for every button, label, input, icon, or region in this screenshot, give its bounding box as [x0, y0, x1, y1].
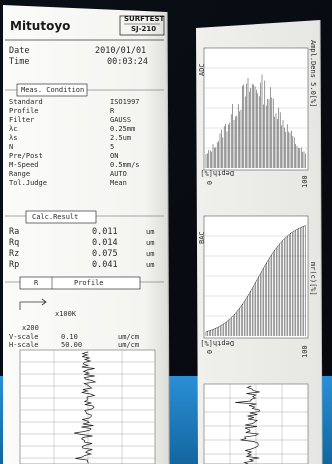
time-value: 00:03:24 [107, 57, 148, 67]
hscale-value: 50.00 [61, 341, 83, 349]
brand-logo: Mitutoyo [10, 19, 71, 33]
condition-value: 5 [110, 143, 115, 151]
vscale-label: V-scale [9, 333, 39, 341]
model-bottom-label: SJ-210 [131, 25, 157, 33]
bac-label: BAC [198, 231, 206, 244]
bac-scale-label: mr(c)[%] [309, 262, 317, 296]
profile-title: Profile [74, 279, 104, 287]
condition-label: Standard [9, 98, 43, 106]
condition-value: R [110, 107, 115, 115]
result-label: Rp [9, 260, 20, 270]
condition-label: Pre/Post [9, 152, 43, 160]
profile-tab-label: R [34, 279, 39, 287]
profile-graph-grid [20, 350, 155, 464]
result-label: Rq [9, 238, 20, 248]
bac-curve [205, 225, 307, 336]
printout-1-paper [3, 5, 169, 464]
bac-axis-max: 100 [301, 345, 309, 358]
profile-graph-box [19, 349, 156, 464]
magnification-horizontal: x100K [55, 310, 77, 318]
date-label: Date [9, 46, 30, 56]
date-value: 2010/01/01 [95, 46, 147, 56]
condition-label: Filter [9, 116, 35, 124]
model-top-label: SURFTEST [124, 15, 165, 23]
condition-value: 2.5um [110, 134, 132, 142]
result-value: 0.075 [92, 249, 118, 259]
condition-value: Mean [110, 179, 127, 187]
profile-trace [74, 351, 97, 464]
hscale-label: H-scale [9, 341, 39, 349]
bac-axis-min: 0 [206, 349, 214, 354]
condition-value: ON [110, 152, 119, 160]
magnification-vertical: x200 [22, 324, 39, 332]
condition-label: Range [9, 170, 31, 178]
result-unit: um [146, 250, 155, 258]
condition-value: ISO1997 [110, 98, 140, 106]
result-value: 0.041 [92, 260, 118, 270]
vscale-value: 0.10 [61, 333, 78, 341]
condition-label: λs [9, 134, 18, 142]
profile-tab [19, 276, 141, 290]
result-value: 0.011 [92, 227, 118, 237]
bac-depth-label: Depth[%] [200, 339, 234, 347]
adc-histogram [205, 74, 306, 168]
condition-label: λc [9, 125, 18, 133]
condition-label: Profile [9, 107, 39, 115]
result-value: 0.014 [92, 238, 118, 248]
adc-axis-min: 0 [206, 180, 214, 185]
result-unit: um [146, 261, 155, 269]
result-label: Ra [9, 227, 20, 237]
calc-result-title: Calc.Result [32, 213, 79, 221]
profile-trace-2 [235, 385, 260, 464]
result-unit: um [146, 228, 155, 236]
condition-value: 0.5mm/s [110, 161, 140, 169]
condition-label: M-Speed [9, 161, 39, 169]
time-label: Time [9, 57, 30, 67]
condition-value: AUTO [110, 170, 127, 178]
condition-value: GAUSS [110, 116, 132, 124]
surftest-logo-box [119, 15, 165, 36]
meas-condition-title: Meas. Condition [21, 86, 85, 94]
adc-depth-label: Depth[%] [200, 169, 234, 177]
result-unit: um [146, 239, 155, 247]
calc-result-tab [25, 210, 97, 224]
condition-label: N [9, 143, 14, 151]
adc-label: ADC [198, 63, 206, 76]
vscale-unit: um/cm [118, 333, 140, 341]
adc-graph-box [203, 47, 309, 171]
adc-scale-label: Ampl.Dens 5.0[%] [309, 40, 317, 108]
result-label: Rz [9, 249, 20, 259]
magnification-arrow [19, 298, 47, 310]
condition-label: Tol.Judge [9, 179, 47, 187]
condition-value: 0.25mm [110, 125, 136, 133]
meas-condition-tab [16, 83, 88, 97]
adc-axis-max: 100 [301, 175, 309, 188]
hscale-unit: um/cm [118, 341, 140, 349]
